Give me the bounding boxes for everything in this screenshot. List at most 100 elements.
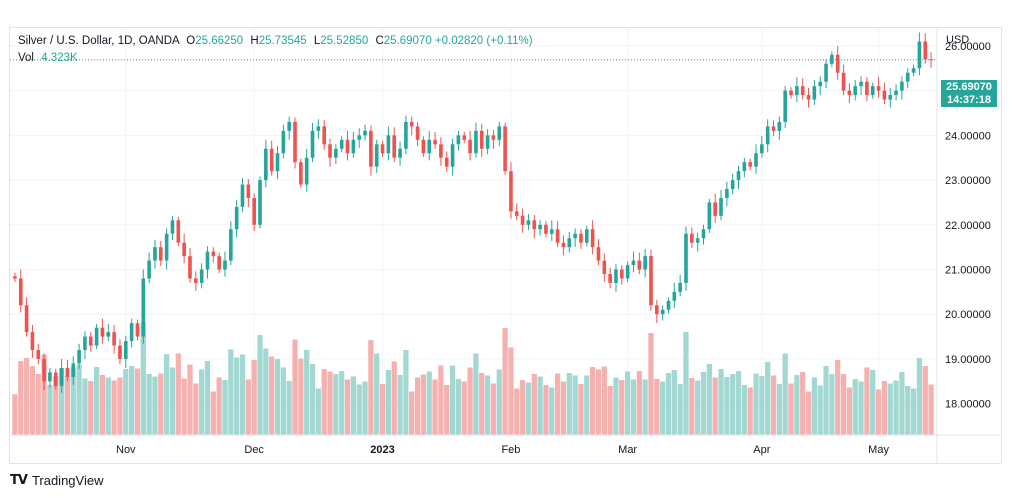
volume-bar bbox=[601, 366, 607, 435]
candle-body bbox=[649, 256, 653, 306]
candle-body bbox=[748, 162, 752, 167]
volume-bar bbox=[134, 368, 141, 435]
volume-bar bbox=[239, 354, 246, 435]
volume-bar bbox=[858, 381, 864, 435]
candle-body bbox=[462, 135, 467, 140]
volume-bar bbox=[368, 340, 374, 435]
volume-bar bbox=[794, 375, 800, 435]
volume-bar bbox=[193, 383, 199, 435]
candle-body bbox=[328, 144, 332, 158]
volume-bar bbox=[695, 380, 701, 435]
volume-bar bbox=[286, 381, 292, 435]
volume-bar bbox=[210, 391, 216, 435]
candle-body bbox=[859, 81, 863, 87]
volume-bar bbox=[537, 376, 543, 435]
volume-bar bbox=[753, 373, 759, 435]
footer: 𝗧𝗩 TradingView bbox=[10, 472, 103, 488]
volume-bar bbox=[222, 380, 228, 435]
candle-body bbox=[409, 121, 414, 127]
candle-body bbox=[135, 323, 140, 337]
candle-body bbox=[841, 72, 846, 91]
volume-bar bbox=[490, 383, 497, 435]
candle-body bbox=[94, 327, 99, 346]
volume-bar bbox=[531, 374, 537, 435]
candle-body bbox=[695, 238, 700, 243]
volume-bar bbox=[362, 381, 368, 435]
candle-body bbox=[479, 130, 484, 149]
volume-bar bbox=[496, 369, 502, 435]
candle-body bbox=[293, 121, 297, 163]
candle-body bbox=[345, 139, 350, 154]
volume-bar bbox=[870, 370, 876, 435]
volume-bar bbox=[245, 379, 251, 435]
candle-body bbox=[538, 224, 542, 230]
candle-body bbox=[514, 211, 519, 216]
volume-bar bbox=[467, 367, 473, 435]
volume-bar bbox=[426, 371, 432, 435]
volume-bar bbox=[473, 353, 479, 435]
close-label: C bbox=[375, 35, 384, 47]
candle-body bbox=[456, 135, 461, 145]
volume-bar bbox=[484, 375, 491, 435]
candle-body bbox=[415, 126, 420, 140]
volume-bar bbox=[636, 371, 642, 435]
change-value: +0.02820 (+0.11%) bbox=[434, 35, 533, 47]
volume-label: Vol bbox=[18, 52, 34, 64]
volume-bar bbox=[420, 374, 427, 435]
brand-name[interactable]: TradingView bbox=[31, 472, 104, 488]
volume-bar bbox=[747, 387, 753, 435]
volume-bar bbox=[304, 350, 310, 435]
low-label: L bbox=[313, 35, 321, 47]
candle-body bbox=[602, 260, 607, 274]
candle-body bbox=[100, 327, 105, 337]
candle-body bbox=[596, 247, 601, 261]
volume-bar bbox=[257, 335, 263, 435]
volume-bar bbox=[333, 374, 339, 435]
volume-bar bbox=[169, 367, 176, 435]
volume-bar bbox=[525, 382, 532, 435]
candle-body bbox=[392, 135, 397, 158]
candle-body bbox=[625, 265, 630, 279]
candle-body bbox=[666, 300, 671, 310]
currency-label: USD bbox=[946, 34, 970, 46]
candle-body bbox=[42, 358, 46, 382]
volume-bar bbox=[852, 379, 858, 435]
volume-bar bbox=[905, 386, 911, 435]
volume-bar bbox=[741, 385, 747, 435]
candle-body bbox=[760, 144, 764, 154]
volume-bar bbox=[12, 394, 18, 435]
candles bbox=[13, 32, 933, 393]
volume-bar bbox=[146, 374, 152, 435]
tradingview-logo-icon[interactable]: 𝗧𝗩 bbox=[10, 472, 28, 487]
volume-bar bbox=[344, 379, 351, 435]
volume-bar bbox=[432, 379, 438, 435]
volume-bar bbox=[590, 367, 596, 435]
volume-bar bbox=[41, 354, 47, 435]
candle-body bbox=[398, 148, 402, 158]
volume-bar bbox=[928, 384, 934, 435]
candle-body bbox=[713, 202, 717, 216]
candle-body bbox=[269, 148, 274, 172]
last-price-tag: 25.69070 bbox=[941, 80, 997, 94]
volume-bar bbox=[181, 378, 187, 435]
candle-body bbox=[532, 220, 537, 230]
candle-body bbox=[158, 247, 163, 261]
volume-bar bbox=[129, 366, 135, 435]
volume-bar bbox=[800, 372, 806, 435]
candle-body bbox=[433, 139, 437, 145]
candle-body bbox=[275, 153, 280, 172]
volume-bar bbox=[58, 368, 65, 435]
volume-bar bbox=[549, 387, 555, 435]
candle-body bbox=[491, 135, 496, 140]
volume-bar bbox=[759, 376, 765, 435]
candle-body bbox=[765, 126, 770, 145]
high-label: H bbox=[250, 35, 259, 47]
price-tick-label: 23.00000 bbox=[945, 175, 991, 187]
candle-body bbox=[129, 323, 134, 342]
volume-bar bbox=[409, 391, 415, 435]
time-tick-label: Nov bbox=[116, 444, 136, 456]
candle-body bbox=[421, 139, 426, 154]
volume-bar bbox=[298, 358, 304, 435]
close-value: 25.69070 bbox=[383, 35, 432, 47]
